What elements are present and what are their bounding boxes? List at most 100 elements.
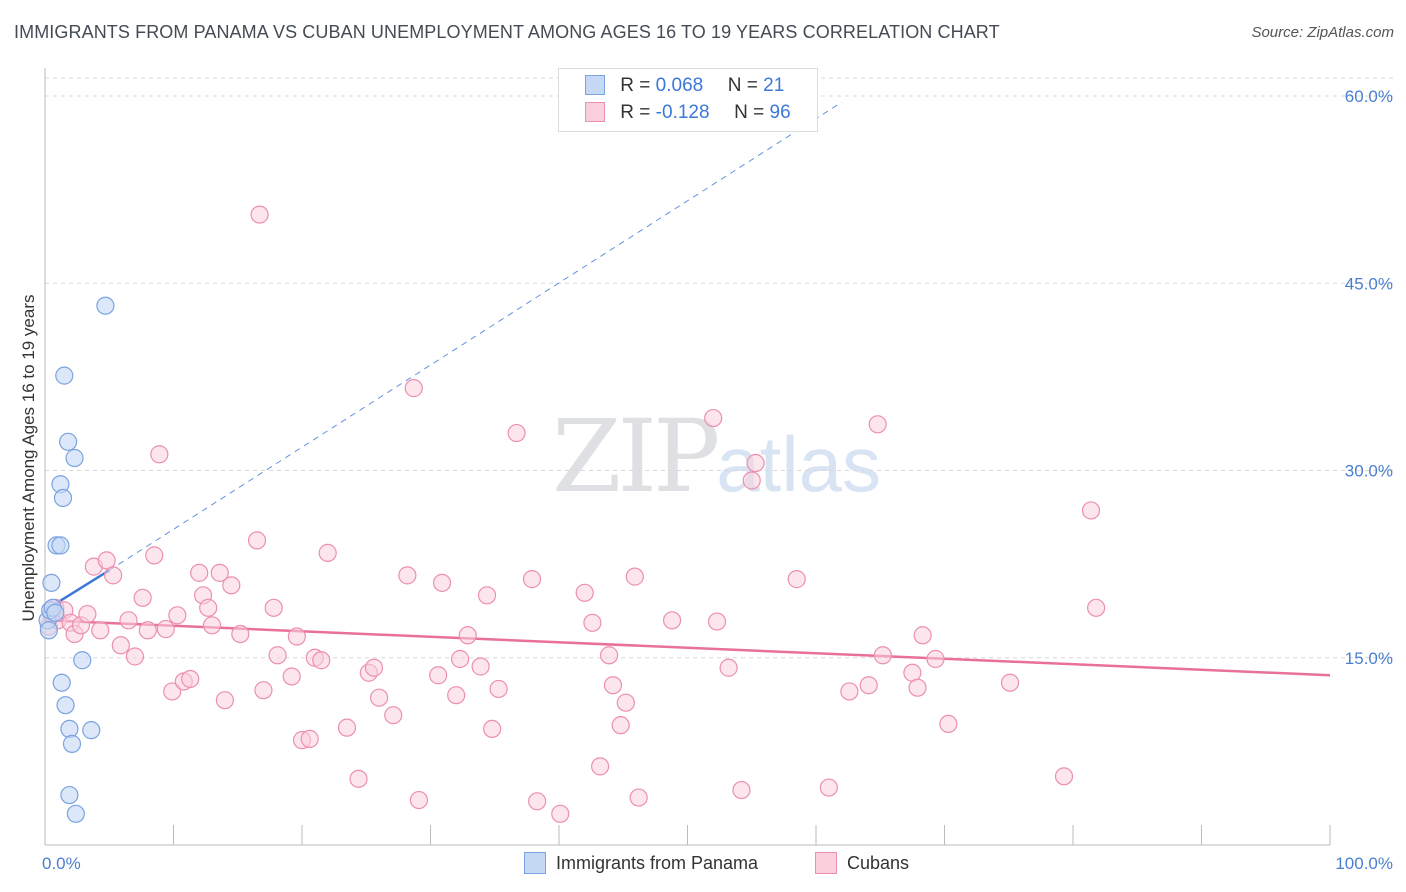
bottom-legend-label-panama: Immigrants from Panama xyxy=(556,853,759,873)
cuban-point xyxy=(202,616,222,635)
cuban-point xyxy=(97,551,116,570)
cuban-trend-line xyxy=(44,619,1331,677)
axes xyxy=(44,68,1331,846)
y-tick-label: 15.0% xyxy=(1345,649,1393,668)
cuban-point xyxy=(575,583,594,602)
cuban-point xyxy=(719,658,738,677)
cuban-point xyxy=(268,646,287,665)
y-axis-title: Unemployment Among Ages 16 to 19 years xyxy=(19,295,38,622)
cuban-point xyxy=(370,688,389,707)
panama-point xyxy=(52,673,71,692)
cuban-point xyxy=(337,718,357,737)
cuban-point xyxy=(145,546,164,565)
cuban-point xyxy=(662,611,682,630)
cuban-point xyxy=(450,649,470,669)
cuban-point xyxy=(707,612,727,631)
cuban-point xyxy=(1081,501,1101,520)
panama-point xyxy=(55,366,74,385)
cuban-point xyxy=(300,729,319,748)
cuban-point xyxy=(611,716,630,735)
cuban-point xyxy=(138,621,157,640)
cuban-point xyxy=(913,626,932,645)
cuban-point xyxy=(254,681,273,700)
cuban-point xyxy=(591,757,610,776)
legend-swatch-cubans xyxy=(585,102,605,122)
correlation-legend: R = 0.068 N = 21 R = -0.128 N = 96 xyxy=(558,68,818,132)
legend-r-value: 0.068 xyxy=(655,75,704,96)
cuban-point xyxy=(91,621,110,640)
y-tick-label: 30.0% xyxy=(1345,462,1393,481)
cuban-point xyxy=(458,626,477,645)
cuban-point xyxy=(349,769,368,788)
panama-trend-extension xyxy=(108,101,842,571)
y-tick-label: 45.0% xyxy=(1345,274,1393,293)
cuban-point xyxy=(199,598,218,617)
cuban-point xyxy=(168,606,187,625)
cuban-point xyxy=(384,706,403,725)
source-label: Source: ZipAtlas.com xyxy=(1251,24,1394,41)
cuban-point xyxy=(398,566,417,585)
cuban-point xyxy=(119,611,138,630)
panama-point xyxy=(56,696,75,715)
bottom-legend-label-cubans: Cubans xyxy=(847,853,910,873)
cuban-point xyxy=(287,627,306,646)
legend-row-cubans: R = -0.128 N = 96 xyxy=(585,102,791,126)
cuban-point xyxy=(616,693,635,712)
panama-points xyxy=(38,296,115,823)
bottom-legend-swatch-cubans xyxy=(815,852,837,874)
legend-n-value: 21 xyxy=(763,75,785,96)
cuban-point xyxy=(409,790,429,810)
legend-swatch-panama xyxy=(585,75,605,95)
cuban-point xyxy=(429,666,448,685)
cuban-point xyxy=(163,682,182,701)
panama-point xyxy=(60,785,79,805)
panama-point xyxy=(53,488,73,508)
cuban-point xyxy=(704,408,723,428)
cuban-point xyxy=(477,586,497,605)
cuban-point xyxy=(551,804,570,823)
panama-point xyxy=(66,804,85,823)
cuban-point xyxy=(583,613,602,632)
panama-point xyxy=(59,432,78,451)
cuban-point xyxy=(859,676,878,695)
panama-point xyxy=(65,448,84,468)
cuban-point xyxy=(447,686,466,705)
bottom-legend-cubans: Cubans xyxy=(815,852,909,874)
cuban-point xyxy=(231,624,250,644)
cuban-point xyxy=(318,543,337,562)
cuban-point xyxy=(312,651,331,670)
cuban-point xyxy=(908,678,927,697)
y-tick-label: 60.0% xyxy=(1345,87,1393,106)
cuban-point xyxy=(939,714,958,734)
panama-point xyxy=(62,734,82,753)
panama-point xyxy=(60,719,79,739)
panama-point xyxy=(42,573,61,592)
panama-point xyxy=(46,603,65,622)
cuban-point xyxy=(600,646,619,665)
legend-n-label: N = xyxy=(734,102,765,123)
legend-n-value: 96 xyxy=(769,102,791,123)
cuban-point xyxy=(210,563,229,582)
cuban-point xyxy=(528,792,547,811)
cuban-point xyxy=(111,636,130,655)
legend-n-label: N = xyxy=(727,75,758,96)
cuban-point xyxy=(787,570,806,589)
panama-point xyxy=(39,621,58,640)
gridlines xyxy=(45,77,1395,659)
cuban-point xyxy=(104,566,123,585)
panama-point xyxy=(96,296,115,315)
panama-point xyxy=(73,651,92,670)
cuban-point xyxy=(629,788,648,807)
cuban-point xyxy=(471,657,490,676)
cuban-point xyxy=(732,780,751,800)
cuban-point xyxy=(247,531,267,550)
cuban-point xyxy=(819,778,838,797)
cuban-point xyxy=(264,598,283,617)
cuban-point xyxy=(840,682,859,701)
cuban-point xyxy=(625,567,644,586)
cuban-point xyxy=(742,471,761,490)
cuban-point xyxy=(125,647,145,666)
cuban-point xyxy=(404,379,423,398)
x-tick-label-max: 100.0% xyxy=(1335,854,1393,873)
